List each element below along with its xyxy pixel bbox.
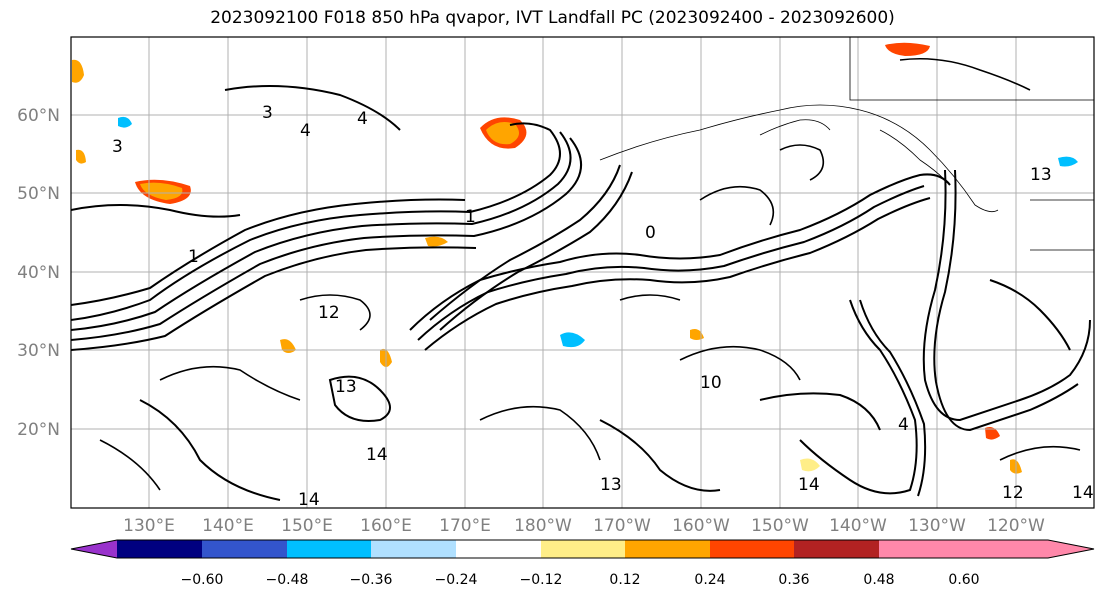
lon-label: 140°W (829, 516, 887, 536)
coastlines (599, 37, 1094, 251)
contour-label: 12 (1002, 483, 1024, 503)
map-title: 2023092100 F018 850 hPa qvapor, IVT Land… (210, 8, 895, 28)
lon-label: 150°W (751, 516, 809, 536)
contour-label: 3 (112, 137, 123, 157)
contour-label: 13 (1030, 165, 1052, 185)
colorbar-bin (117, 540, 202, 558)
colorbar-tick-labels: −0.60 −0.48 −0.36 −0.24 −0.12 0.12 0.24 … (181, 572, 980, 588)
colorbar: −0.60 −0.48 −0.36 −0.24 −0.12 0.12 0.24 … (70, 539, 1095, 588)
contour-label: 1 (465, 207, 476, 227)
lon-label: 130°W (908, 516, 966, 536)
colorbar-tick: 0.12 (609, 572, 640, 588)
lat-label: 50°N (17, 184, 60, 204)
colorbar-tick: 0.36 (778, 572, 809, 588)
lat-label: 20°N (17, 420, 60, 440)
lon-label: 140°E (202, 516, 254, 536)
latitude-labels: 60°N 50°N 40°N 30°N 20°N (17, 106, 60, 440)
colorbar-bin (879, 540, 964, 558)
colorbar-outline (70, 539, 1095, 559)
plot-border (70, 36, 1095, 509)
contour-label: 0 (645, 223, 656, 243)
lon-label: 170°E (439, 516, 491, 536)
lat-label: 60°N (17, 106, 60, 126)
contour-lines-thin (99, 57, 1081, 491)
contour-label: 10 (700, 373, 722, 393)
lat-label: 40°N (17, 263, 60, 283)
contour-label: 4 (898, 415, 909, 435)
lon-label: 180°W (514, 516, 572, 536)
colorbar-bin (794, 540, 879, 558)
contour-label: 14 (1072, 483, 1094, 503)
colorbar-tick: 0.60 (948, 572, 979, 588)
colorbar-bin (371, 540, 456, 558)
contour-label: 13 (600, 475, 622, 495)
longitude-labels: 130°E 140°E 150°E 160°E 170°E 180°W 170°… (123, 516, 1045, 536)
lon-label: 160°W (672, 516, 730, 536)
colorbar-tick: −0.36 (350, 572, 393, 588)
contour-label: 14 (798, 475, 820, 495)
colorbar-extend-low (71, 540, 117, 558)
contour-label: 3 (262, 103, 273, 123)
colorbar-bin (202, 540, 287, 558)
contour-label: 12 (318, 303, 340, 323)
lon-label: 130°E (123, 516, 175, 536)
contour-label: 4 (357, 109, 368, 129)
contour-label: 14 (298, 490, 320, 510)
contour-label: 4 (300, 121, 311, 141)
contour-labels: 3 3 4 4 1 1 12 13 14 14 13 10 0 4 13 14 … (112, 103, 1094, 510)
colorbar-bin (710, 540, 794, 558)
colorbar-tick: 0.24 (694, 572, 725, 588)
lon-label: 150°E (281, 516, 333, 536)
lat-label: 30°N (17, 341, 60, 361)
colorbar-extend-high (964, 540, 1094, 558)
colorbar-bin (456, 540, 541, 558)
contour-label: 13 (335, 377, 357, 397)
colorbar-bin (541, 540, 625, 558)
contour-label: 14 (366, 445, 388, 465)
colorbar-tick: −0.12 (520, 572, 563, 588)
colorbar-tick: 0.48 (863, 572, 894, 588)
colorbar-bin (625, 540, 710, 558)
colorbar-tick: −0.24 (435, 572, 478, 588)
colorbar-tick: −0.60 (181, 572, 224, 588)
lon-label: 170°W (593, 516, 651, 536)
lon-label: 160°E (360, 516, 412, 536)
lon-label: 120°W (987, 516, 1045, 536)
contour-lines (71, 85, 1091, 501)
colorbar-bin (287, 540, 371, 558)
contour-label: 1 (188, 247, 199, 267)
colorbar-tick: −0.48 (266, 572, 309, 588)
